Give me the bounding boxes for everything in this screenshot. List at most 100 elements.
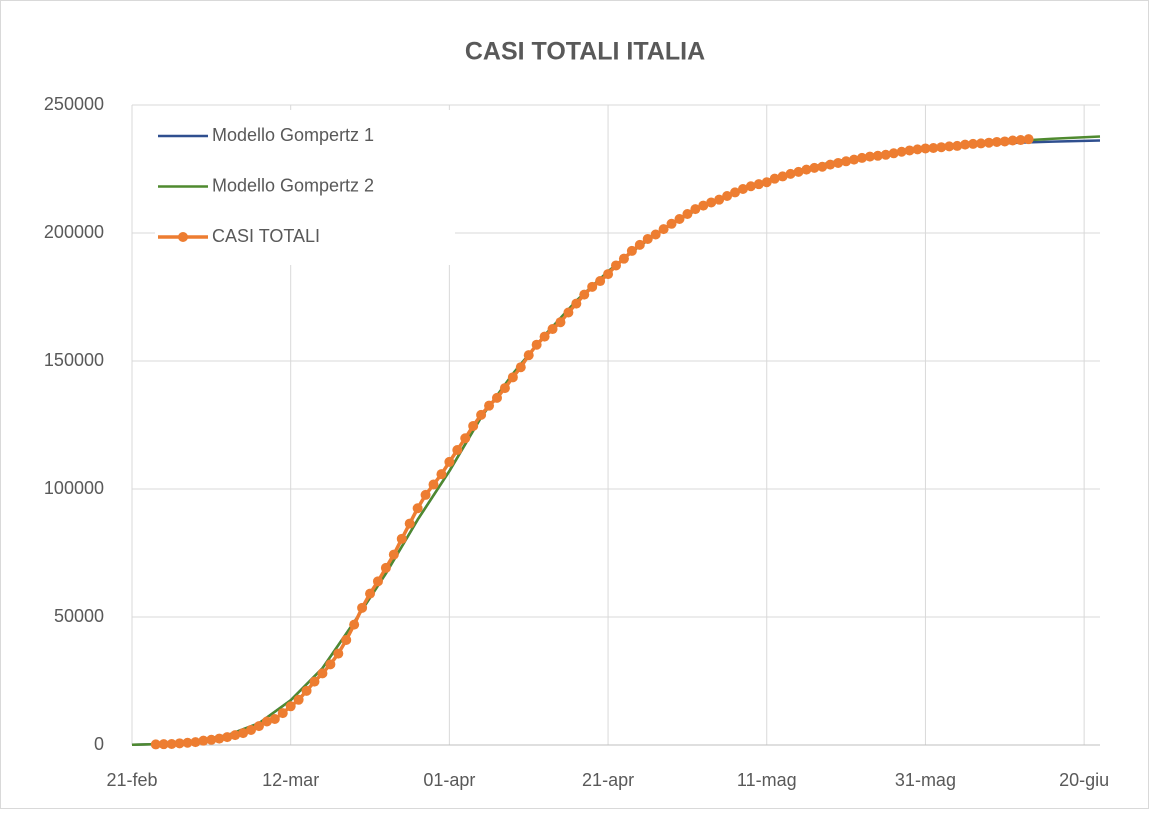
data-point [825,159,836,170]
data-point [341,634,352,645]
data-point [539,331,550,342]
data-point [372,576,383,587]
data-point [650,229,661,240]
data-point [730,187,741,198]
data-point [777,171,788,182]
data-point [753,179,764,190]
data-point [698,200,709,211]
data-point [809,162,820,173]
x-tick-label: 11-mag [737,770,797,790]
data-point [365,588,376,599]
data-point [642,233,653,244]
data-point [611,260,621,271]
data-point [158,739,169,750]
data-point [666,218,677,229]
data-point [745,181,756,192]
data-point [864,151,875,162]
y-tick-label: 250000 [44,94,104,114]
data-point [880,149,891,160]
legend-marker [178,232,188,242]
x-tick-label: 21-apr [582,770,634,790]
data-point [682,208,693,219]
data-point [301,685,312,696]
y-tick-label: 100000 [44,478,104,498]
data-point [404,518,415,529]
data-point [507,372,518,383]
data-point [579,289,590,300]
data-point [872,150,883,161]
data-point [182,737,193,748]
data-point [523,350,534,361]
legend-label: Modello Gompertz 2 [212,175,374,195]
data-point [793,166,804,177]
data-point [817,161,828,172]
data-point [833,157,844,168]
data-point [658,224,669,235]
data-point [222,732,233,743]
data-point [714,194,725,205]
data-point [468,420,479,431]
data-point [531,339,542,350]
data-point [166,738,177,749]
chart-title: CASI TOTALI ITALIA [465,38,705,66]
data-point [769,173,780,184]
data-point [722,190,733,201]
data-point [476,409,487,420]
y-tick-label: 200000 [44,222,104,242]
data-point [904,145,915,156]
x-tick-label: 20-giu [1059,770,1109,790]
data-point [309,676,320,687]
data-point [983,137,994,148]
data-point [547,324,558,335]
data-point [936,142,947,153]
data-point [380,562,391,573]
data-point [563,307,574,318]
data-point [420,489,431,500]
data-point [491,392,502,403]
data-point [690,204,701,215]
data-point [436,469,447,480]
legend: Modello Gompertz 1 Modello Gompertz 2 CASI… [155,110,455,265]
data-point [888,148,899,159]
data-point [349,619,360,630]
data-point [587,281,598,292]
data-point [920,143,931,154]
data-point [261,716,272,727]
data-point [230,730,241,741]
data-point [253,721,264,732]
data-point [856,152,867,163]
data-point [293,694,304,705]
data-point [785,168,796,179]
data-point [975,138,986,149]
data-point [174,738,185,749]
y-tick-label: 150000 [44,350,104,370]
data-point [999,136,1010,147]
data-point [150,739,161,750]
data-point [515,362,526,373]
data-point [1007,135,1018,146]
data-point [396,533,407,544]
x-tick-label: 01-apr [423,770,475,790]
data-point [991,136,1002,147]
data-point [626,245,637,256]
data-point [960,139,971,150]
data-point [841,156,852,167]
data-point [571,298,582,309]
data-point [801,164,812,175]
data-point [357,602,368,613]
data-point [634,239,645,250]
y-tick-label: 0 [94,734,104,754]
data-point [896,146,907,157]
data-point [618,253,629,264]
data-point [460,433,471,444]
data-point [269,714,280,725]
data-point [603,269,614,280]
data-point [1015,135,1026,146]
data-point [968,138,979,149]
y-tick-label: 50000 [54,606,104,626]
legend-label: CASI TOTALI [212,226,320,246]
data-point [761,177,772,188]
data-point [246,724,257,735]
